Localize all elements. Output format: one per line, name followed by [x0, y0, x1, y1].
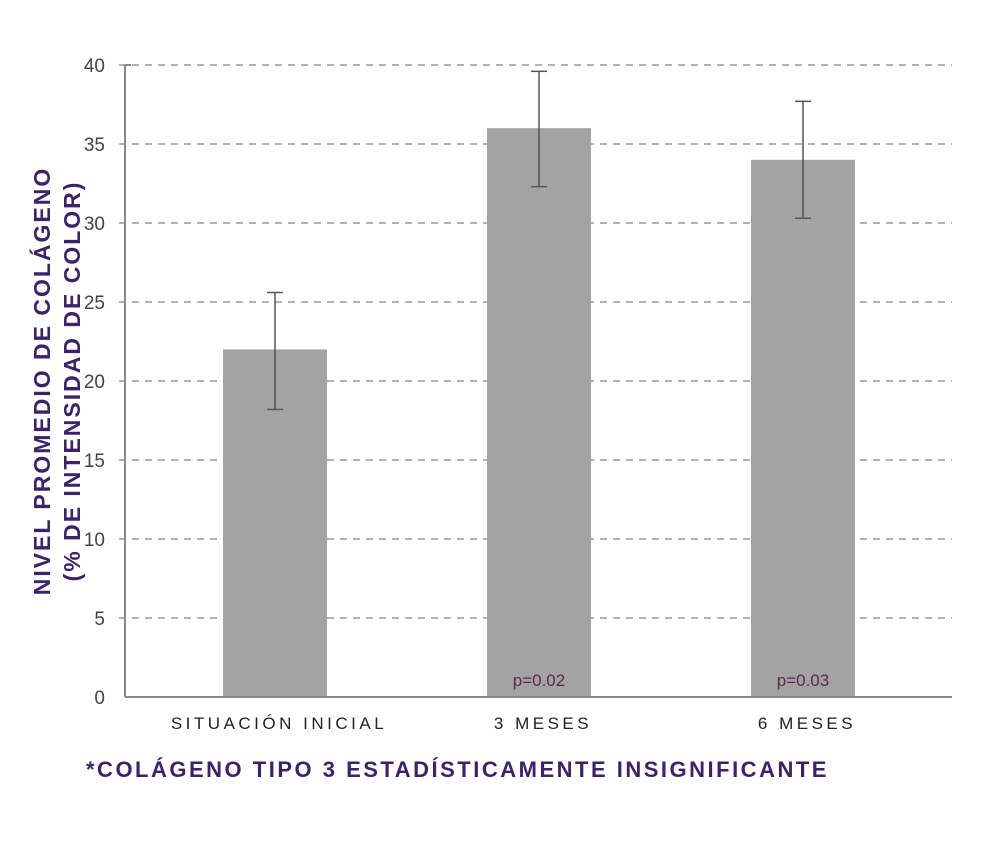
axes	[124, 64, 952, 698]
y-axis-label-line1: NIVEL PROMEDIO DE COLÁGENO	[29, 166, 55, 596]
bar	[487, 128, 591, 697]
bars: p=0.02 p=0.03	[223, 70, 855, 698]
footnote: *COLÁGENO TIPO 3 ESTADÍSTICAMENTE INSIGN…	[86, 757, 829, 782]
p-value-annotation: p=0.02	[513, 671, 565, 690]
p-value-annotation: p=0.03	[777, 671, 829, 690]
y-axis-label: NIVEL PROMEDIO DE COLÁGENO (% DE INTENSI…	[12, 63, 102, 699]
y-tick-label: 5	[94, 609, 105, 630]
y-tick-label: 15	[84, 451, 105, 472]
y-tick-label: 10	[84, 530, 105, 551]
x-tick-label: 3 MESES	[494, 714, 592, 733]
y-tick-label: 25	[84, 293, 105, 314]
bar	[751, 159, 855, 698]
y-tick-label: 0	[94, 688, 105, 709]
y-tick-label: 30	[84, 214, 105, 235]
y-axis-label-line2: (% DE INTENSIDAD DE COLOR)	[59, 180, 85, 582]
y-tick-labels: 0 5 10 15 20 25 30 35 40	[84, 56, 105, 709]
x-tick-labels: SITUACIÓN INICIAL 3 MESES 6 MESES	[171, 714, 856, 733]
y-tick-label: 35	[84, 135, 105, 156]
x-tick-label: 6 MESES	[758, 714, 856, 733]
y-tick-label: 40	[84, 56, 105, 77]
x-tick-label: SITUACIÓN INICIAL	[171, 714, 387, 733]
y-tick-label: 20	[84, 372, 105, 393]
